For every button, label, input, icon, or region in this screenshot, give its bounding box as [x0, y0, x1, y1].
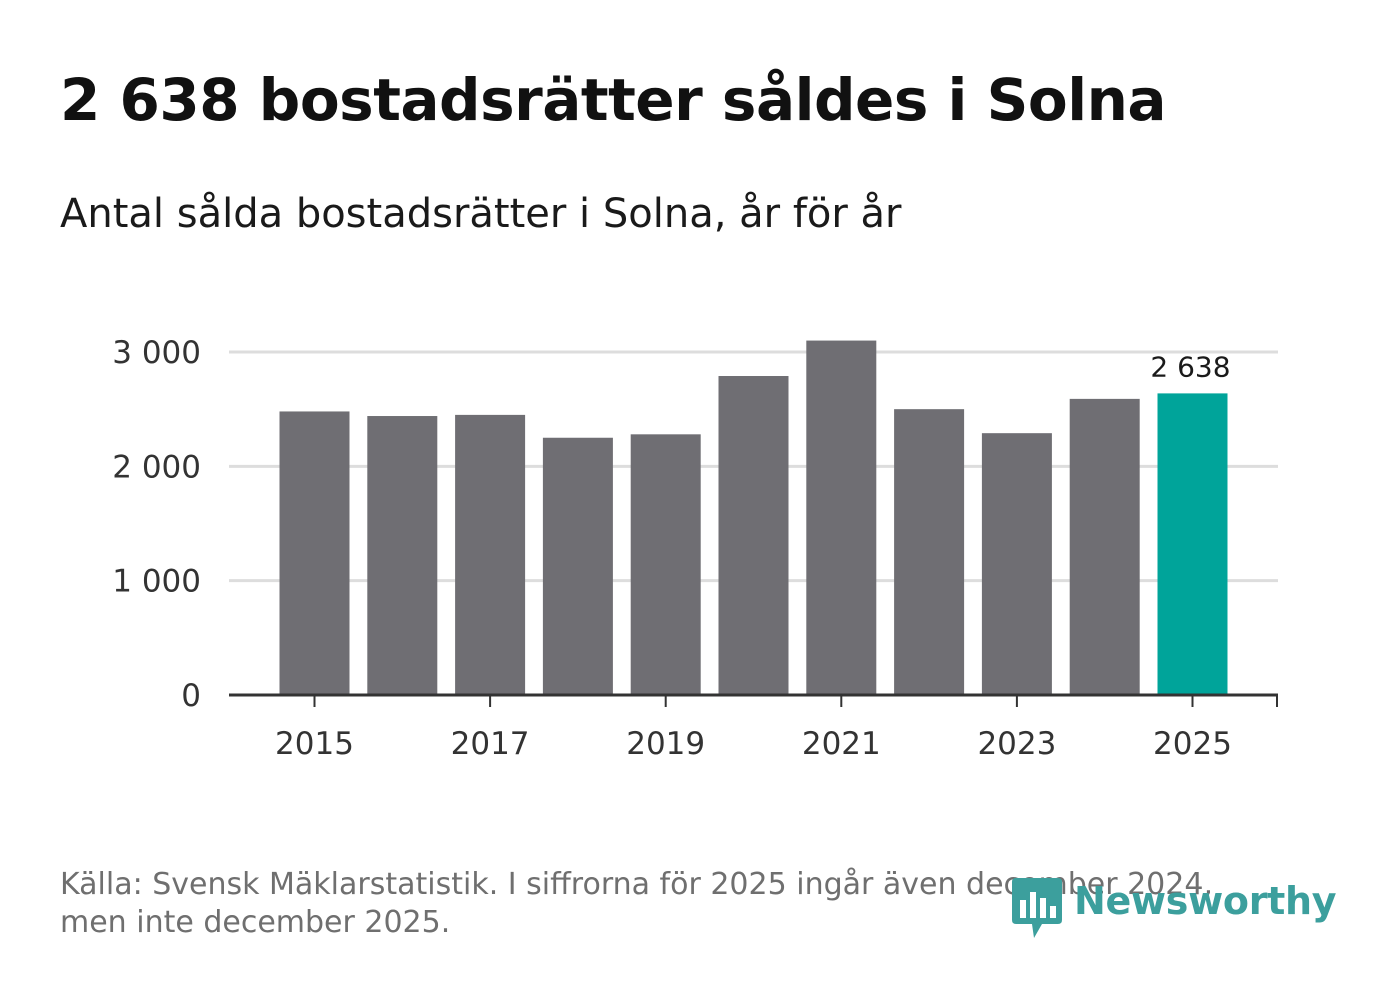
annotations: 2 638 [1150, 350, 1230, 383]
y-tick-label: 3 000 [112, 335, 201, 371]
x-tick-label: 2015 [275, 726, 354, 762]
bar-2021 [806, 340, 877, 695]
y-tick-label: 1 000 [112, 564, 201, 600]
bars [279, 340, 1228, 695]
chart-title: 2 638 bostadsrätter såldes i Solna [60, 66, 1167, 134]
y-tick-label: 2 000 [112, 449, 201, 485]
chart-subtitle: Antal sålda bostadsrätter i Solna, år fö… [60, 191, 902, 237]
bar-2016 [367, 416, 438, 695]
x-tick-label: 2023 [977, 726, 1056, 762]
bar-2024 [1069, 398, 1140, 695]
y-axis-labels: 0 1 000 2 000 3 000 [112, 335, 201, 714]
x-axis [229, 693, 1278, 707]
bar-2025 [1157, 393, 1228, 695]
bar-2015 [279, 411, 350, 695]
newsworthy-logo-icon [1012, 878, 1062, 938]
value-label-2025: 2 638 [1150, 350, 1230, 383]
x-tick-label: 2021 [802, 726, 881, 762]
x-tick-label: 2025 [1153, 726, 1232, 762]
bar-2023 [981, 433, 1052, 695]
source-note-line-2: men inte december 2025. [60, 905, 451, 940]
x-axis-labels: 2015 2017 2019 2021 2023 2025 [275, 726, 1232, 762]
bar-chart: 0 1 000 2 000 3 000 2015 2017 2019 2021 2023 202… [112, 335, 1278, 762]
bar-2020 [718, 376, 789, 695]
x-tick-label: 2017 [451, 726, 530, 762]
newsworthy-logo: Newsworthy [1012, 878, 1337, 942]
bar-2017 [455, 414, 526, 695]
y-tick-label: 0 [181, 678, 201, 714]
bar-2018 [542, 437, 613, 695]
x-tick-label: 2019 [626, 726, 705, 762]
bar-2022 [894, 409, 965, 695]
newsworthy-logo-text: Newsworthy [1074, 879, 1337, 923]
bar-2019 [630, 434, 701, 695]
